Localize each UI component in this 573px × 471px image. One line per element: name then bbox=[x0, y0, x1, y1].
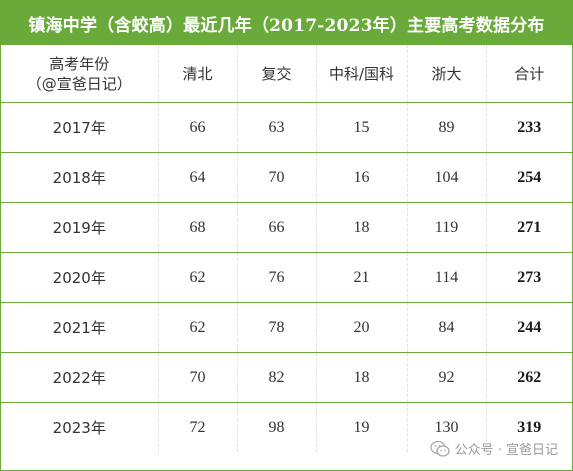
qingbei-cell: 68 bbox=[158, 202, 238, 253]
header-zheda: 浙大 bbox=[407, 45, 487, 103]
table-row: 2021年 62 78 20 84 244 bbox=[1, 302, 572, 353]
total-cell: 244 bbox=[486, 302, 572, 353]
zhongke-cell: 15 bbox=[316, 102, 408, 153]
fujiao-cell: 63 bbox=[237, 102, 317, 153]
total-cell: 273 bbox=[486, 252, 572, 303]
qingbei-cell: 70 bbox=[158, 352, 238, 403]
table-title: 镇海中学（含蛟高）最近几年（2017-2023年）主要高考数据分布 bbox=[1, 1, 572, 45]
table-row: 2019年 68 66 18 119 271 bbox=[1, 202, 572, 253]
header-total: 合计 bbox=[486, 45, 572, 103]
zheda-cell: 114 bbox=[407, 252, 487, 303]
year-cell: 2019年 bbox=[1, 202, 159, 253]
fujiao-cell: 76 bbox=[237, 252, 317, 303]
watermark-text: 公众号 · 宣爸日记 bbox=[454, 443, 558, 458]
zhongke-cell: 21 bbox=[316, 252, 408, 303]
year-cell: 2018年 bbox=[1, 152, 159, 203]
year-cell: 2020年 bbox=[1, 252, 159, 303]
zheda-cell: 84 bbox=[407, 302, 487, 353]
header-year-source: （@宣爸日记） bbox=[26, 74, 132, 93]
zhongke-cell: 20 bbox=[316, 302, 408, 353]
zhongke-cell: 18 bbox=[316, 202, 408, 253]
fujiao-cell: 78 bbox=[237, 302, 317, 353]
header-year: 高考年份 （@宣爸日记） bbox=[1, 45, 159, 103]
zheda-cell: 119 bbox=[407, 202, 487, 253]
table-row: 2018年 64 70 16 104 254 bbox=[1, 152, 572, 203]
total-cell: 233 bbox=[486, 102, 572, 153]
qingbei-cell: 62 bbox=[158, 302, 238, 353]
year-cell: 2022年 bbox=[1, 352, 159, 403]
year-cell: 2021年 bbox=[1, 302, 159, 353]
watermark: 公众号 · 宣爸日记 bbox=[429, 439, 558, 458]
qingbei-cell: 72 bbox=[158, 402, 238, 452]
table-row: 2020年 62 76 21 114 273 bbox=[1, 252, 572, 303]
zheda-cell: 104 bbox=[407, 152, 487, 203]
fujiao-cell: 98 bbox=[237, 402, 317, 452]
zhongke-cell: 19 bbox=[316, 402, 408, 452]
qingbei-cell: 64 bbox=[158, 152, 238, 203]
zhongke-cell: 16 bbox=[316, 152, 408, 203]
total-cell: 254 bbox=[486, 152, 572, 203]
year-cell: 2023年 bbox=[1, 402, 159, 452]
year-cell: 2017年 bbox=[1, 102, 159, 153]
zheda-cell: 92 bbox=[407, 352, 487, 403]
zhongke-cell: 18 bbox=[316, 352, 408, 403]
data-table: 高考年份 （@宣爸日记） 清北 复交 中科/国科 浙大 合计 2017年 66 … bbox=[1, 45, 572, 452]
wechat-icon bbox=[429, 440, 450, 457]
header-fujiao: 复交 bbox=[237, 45, 317, 103]
qingbei-cell: 62 bbox=[158, 252, 238, 303]
header-year-label: 高考年份 bbox=[49, 54, 110, 73]
table-row: 2017年 66 63 15 89 233 bbox=[1, 102, 572, 153]
qingbei-cell: 66 bbox=[158, 102, 238, 153]
fujiao-cell: 82 bbox=[237, 352, 317, 403]
table-row: 2022年 70 82 18 92 262 bbox=[1, 352, 572, 403]
total-cell: 271 bbox=[486, 202, 572, 253]
total-cell: 319 bbox=[517, 418, 542, 436]
zheda-cell: 130 bbox=[407, 402, 487, 452]
header-qingbei: 清北 bbox=[158, 45, 238, 103]
header-row: 高考年份 （@宣爸日记） 清北 复交 中科/国科 浙大 合计 bbox=[1, 45, 572, 103]
zheda-cell: 89 bbox=[407, 102, 487, 153]
header-zhongke: 中科/国科 bbox=[316, 45, 408, 103]
table-row: 2023年 72 98 19 130 319 bbox=[1, 402, 572, 452]
fujiao-cell: 66 bbox=[237, 202, 317, 253]
total-cell: 262 bbox=[486, 352, 572, 403]
fujiao-cell: 70 bbox=[237, 152, 317, 203]
